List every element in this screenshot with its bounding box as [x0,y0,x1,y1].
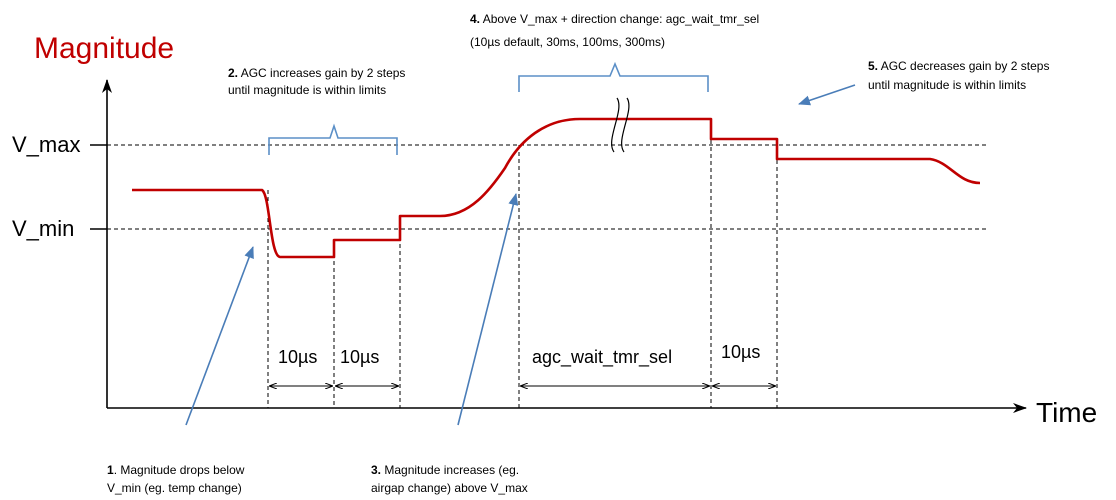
pointer-arrow-1 [185,246,254,426]
duration-label-2: 10µs [340,347,379,367]
duration-label-4: 10µs [721,342,760,362]
note-1-line-2: V_min (eg. temp change) [107,481,242,495]
y-axis-title: Magnitude [34,32,174,65]
note-5-line-2: until magnitude is within limits [868,78,1026,92]
pointer-arrow-3 [457,193,519,426]
note-1-line-1: 1. Magnitude drops below [107,463,245,477]
pointer-arrow-5 [798,84,856,106]
note-3-line-2: airgap change) above V_max [371,481,528,495]
duration-label-1: 10µs [278,347,317,367]
brace-2 [268,123,398,155]
note-2-line-2: until magnitude is within limits [228,83,386,97]
vmax-label: V_max [12,132,80,157]
x-axis-title: Time [1036,397,1097,428]
break-mark-left [611,97,620,153]
note-4-line-1: 4. Above V_max + direction change: agc_w… [470,12,759,26]
magnitude-signal [132,117,981,259]
duration-label-3: agc_wait_tmr_sel [532,347,672,368]
note-2-line-1: 2. AGC increases gain by 2 steps [228,66,405,80]
brace-4 [518,61,709,92]
note-5-line-1: 5. AGC decreases gain by 2 steps [868,59,1049,73]
break-mark-right [621,97,630,153]
vmin-label: V_min [12,216,74,241]
note-4-line-2: (10µs default, 30ms, 100ms, 300ms) [470,35,665,49]
note-3-line-1: 3. Magnitude increases (eg. [371,463,519,477]
